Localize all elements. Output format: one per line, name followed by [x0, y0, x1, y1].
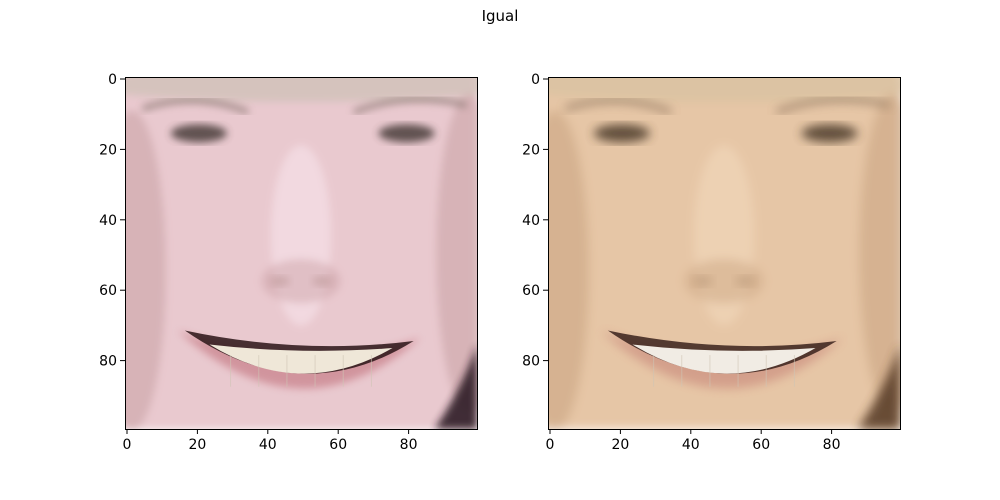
figure-title: Igual: [481, 7, 519, 25]
x-tick-label: 40: [259, 437, 277, 453]
x-tick-label: 60: [329, 437, 347, 453]
x-tick-label: 60: [752, 437, 770, 453]
nostril-left: [692, 276, 713, 287]
cheek-shadow-left: [125, 110, 167, 429]
corner-shadow: [434, 344, 477, 429]
eyebrow-right: [775, 97, 891, 115]
forehead-highlight: [548, 77, 900, 103]
right-image-panel: 0 20 40 60 80 0 20 40 60 80: [522, 72, 901, 453]
eyebrow-left: [141, 98, 250, 115]
eye-left: [593, 124, 650, 143]
x-tick-label: 40: [682, 437, 700, 453]
left-image-panel: 0 20 40 60 80 0 20 40 60 80: [99, 72, 478, 453]
forehead-highlight: [125, 77, 477, 103]
y-tick-label: 80: [522, 354, 540, 370]
y-tick-label: 20: [522, 142, 540, 158]
eyebrow-left: [564, 98, 673, 115]
y-tick-label: 60: [99, 283, 117, 299]
eye-right: [801, 124, 858, 143]
teeth: [209, 344, 393, 374]
y-tick-label: 0: [108, 72, 117, 88]
y-tick-label: 80: [99, 354, 117, 370]
eyebrow-right: [352, 97, 468, 115]
x-tick-label: 80: [400, 437, 418, 453]
teeth: [632, 344, 816, 374]
face-image: [125, 77, 477, 429]
nostril-right: [312, 276, 333, 287]
face-image: [548, 77, 900, 429]
y-tick-label: 60: [522, 283, 540, 299]
y-tick-label: 40: [522, 213, 540, 229]
axes-frame: [548, 77, 901, 430]
cheek-shadow-right: [858, 93, 900, 413]
eye-left: [170, 124, 227, 143]
x-tick-label: 80: [823, 437, 841, 453]
y-tick-label: 0: [531, 72, 540, 88]
corner-shadow: [857, 344, 900, 429]
nostril-right: [735, 276, 756, 287]
y-tick-label: 20: [99, 142, 117, 158]
y-tick-label: 40: [99, 213, 117, 229]
axes-frame: [125, 77, 478, 430]
x-tick-label: 0: [546, 437, 555, 453]
x-tick-label: 0: [123, 437, 132, 453]
cheek-shadow-right: [435, 93, 477, 413]
cheek-shadow-left: [548, 110, 590, 429]
x-tick-label: 20: [611, 437, 629, 453]
eye-right: [378, 124, 435, 143]
nose-shadow: [684, 259, 764, 304]
x-tick-label: 20: [188, 437, 206, 453]
nostril-left: [269, 276, 290, 287]
nose-shadow: [261, 259, 341, 304]
